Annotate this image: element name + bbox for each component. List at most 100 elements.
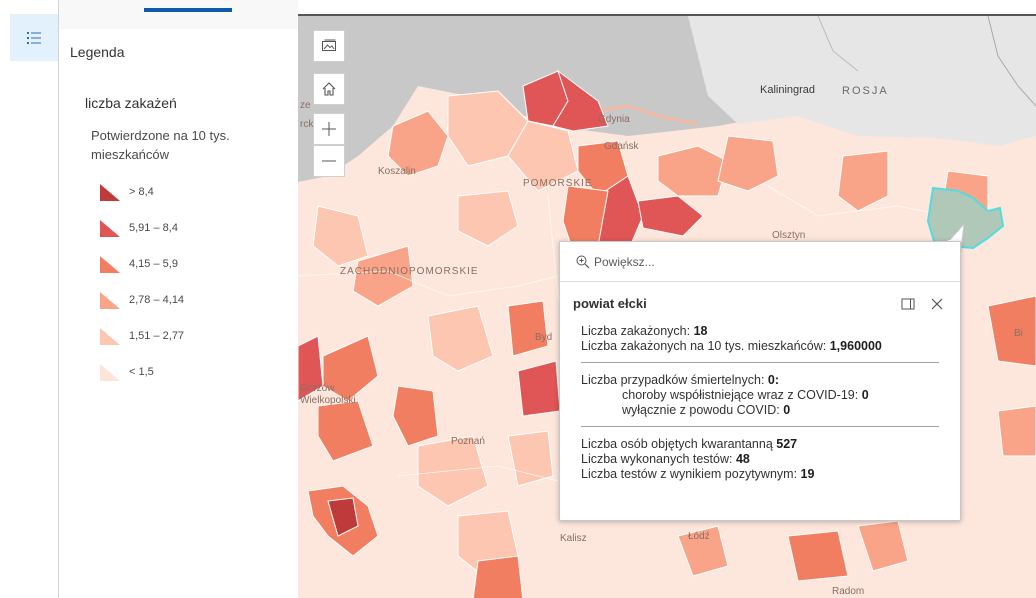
county-region [392,385,439,447]
popup-line: Liczba testów z wynikiem pozytywnym: 19 [581,467,815,481]
border-line [987,16,1036,107]
county-region [677,525,729,577]
map-label-city: Poznań [451,436,485,447]
triangle-swatch-icon [100,328,120,345]
county-region [637,195,704,237]
legend-layer-title: liczba zakażeń [85,95,177,111]
home-icon [322,82,336,96]
county-region [472,555,524,598]
legend-panel: Legenda liczba zakażeń Potwierdzone na 1… [59,0,298,598]
county-region [857,520,909,572]
popup-content: Liczba zakażonych: 18 Liczba zakażonych … [581,324,939,482]
border-line [817,16,859,72]
map-label-partial: ze [300,100,311,111]
county-region [657,145,729,197]
dock-popup-button[interactable] [899,295,917,313]
zoom-in-button[interactable] [313,113,345,145]
basemap-gallery-button[interactable] [313,30,345,62]
list-icon [27,31,41,44]
county-region [717,135,779,192]
county-region [552,69,609,132]
triangle-swatch-icon [100,220,120,237]
county-region [987,295,1036,367]
popup-value: 0 [783,403,791,417]
county-region [322,335,379,402]
legend-class-item: 2,78 – 4,14 [99,282,184,318]
popup-line: wyłącznie z powodu COVID: 0 [622,403,791,417]
map-label-city: Wielkopolski [300,395,356,406]
legend-field-label: Potwierdzone na 10 tys. mieszkańców [91,128,230,162]
popup-value: 19 [800,467,815,481]
county-region [417,435,489,507]
legend-class-item: > 8,4 [99,174,184,210]
legend-class-item: < 1,5 [99,354,184,390]
zoom-in-magnifier-icon[interactable] [576,255,590,269]
choropleth-map[interactable] [298,16,1036,598]
triangle-swatch-icon [100,292,120,309]
popup-line: Liczba osób objętych kwarantanną 527 [581,437,798,451]
map-label-city: Olsztyn [772,230,806,241]
county-region [787,530,849,582]
popup-line: Liczba przypadków śmiertelnych: 0: [581,373,780,387]
triangle-swatch-icon [100,184,120,201]
county-region [507,120,579,192]
popup-value: 0: [767,373,780,387]
map-label-region: ZACHODNIOPOMORSKIE [340,266,479,277]
legend-class-item: 5,91 – 8,4 [99,210,184,246]
county-region [317,400,374,462]
triangle-swatch-icon [100,256,120,273]
popup-value: 18 [693,324,708,338]
neighbour-country-land [688,16,1036,146]
popup-value: 0 [861,388,869,402]
close-popup-button[interactable] [928,295,946,313]
map-label-city: Gdynia [598,114,630,125]
image-icon [322,39,336,51]
map-label-region: POMORSKIE [523,178,593,189]
legend-class-label: 4,15 – 5,9 [129,258,178,270]
county-region [352,245,414,307]
map-label-city: Gdańsk [604,141,639,152]
selected-county-highlight[interactable] [926,186,1005,250]
map-label-city: Byd [535,332,553,343]
county-region [327,497,359,537]
map-label-city: Koszalin [378,166,416,177]
map-label-country: ROSJA [842,85,889,97]
legend-class-list: > 8,4 5,91 – 8,4 4,15 – 5,9 2,78 – 4,14 … [99,174,184,390]
county-region [312,205,369,267]
map-label-partial: Bi [1014,328,1023,339]
triangle-swatch-icon [100,364,120,381]
popup-line: Liczba zakażonych na 10 tys. mieszkańców… [581,339,882,353]
legend-class-label: 2,78 – 4,14 [129,294,185,306]
active-tab-indicator [144,8,232,12]
legend-class-label: 1,51 – 2,77 [129,330,185,342]
close-icon [931,298,943,310]
popup-value: 1,960000 [829,339,882,353]
popup-zoom-input[interactable] [594,254,894,269]
county-region [837,150,889,212]
legend-toggle-button[interactable] [10,14,58,61]
home-button[interactable] [313,73,345,105]
map-label-city: Gorzów [300,383,335,394]
minus-icon [322,160,336,162]
popup-divider [581,426,939,427]
coastline-spit [597,104,699,126]
plus-icon [322,122,336,136]
legend-class-label: < 1,5 [129,366,154,378]
county-region [517,360,561,417]
left-toolbar [0,0,59,598]
map-label-city: Kalisz [560,533,587,544]
legend-title: Legenda [70,44,125,60]
popup-value: 48 [735,452,750,466]
feature-popup: powiat ełcki Liczba zakażonych: 18 Liczb… [559,241,961,521]
popup-divider [581,362,939,363]
map-label-city: Radom [832,586,865,597]
dock-icon [901,298,915,310]
county-region [997,405,1036,457]
popup-line: Liczba wykonanych testów: 48 [581,452,750,466]
map-label-city: Łódź [688,531,710,542]
map-label-kaliningrad: Kaliningrad [760,84,816,96]
popup-zoom-bar [560,242,960,282]
legend-header-bar [59,0,298,29]
legend-class-label: > 8,4 [129,186,154,198]
zoom-out-button[interactable] [313,145,345,177]
